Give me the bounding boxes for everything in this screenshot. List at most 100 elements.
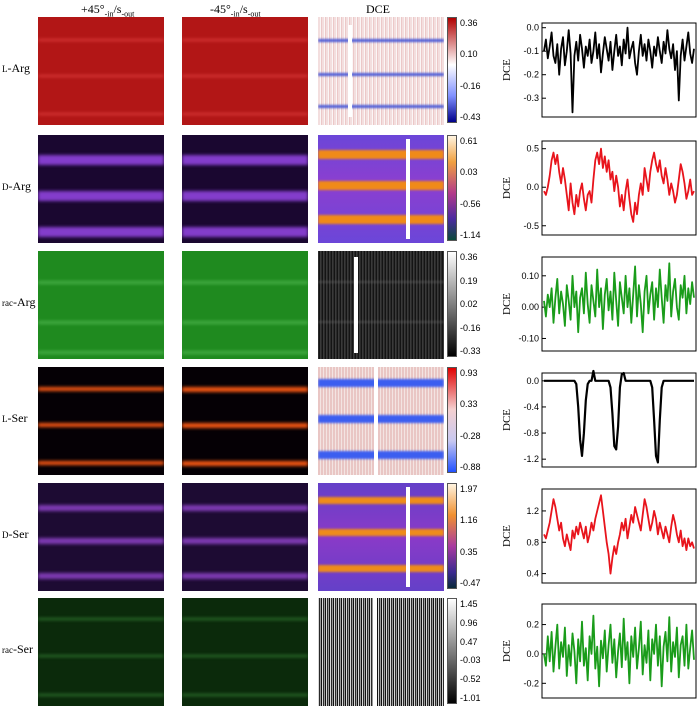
row-label-name: -Arg [7, 61, 30, 75]
line-profile-marker [374, 367, 378, 475]
y-tick-label: 0.8 [526, 537, 539, 547]
colorbar-tick-label: -0.88 [460, 462, 481, 472]
colorbar [447, 367, 457, 473]
line-profile-marker [354, 257, 358, 353]
panel-minus45 [182, 251, 308, 359]
row-label-name: -Arg [13, 295, 36, 309]
dce-stripe [318, 73, 444, 76]
intensity-stripe [38, 573, 164, 579]
panel-dce [318, 367, 444, 475]
plot-frame [541, 256, 697, 352]
intensity-stripe [182, 155, 308, 165]
colorbar-tick-label: 1.97 [460, 484, 478, 494]
panel-dce [318, 483, 444, 591]
colorbar-tick-label: -0.43 [460, 112, 481, 122]
line-plot-svg: 0.0 -0.1 -0.2 -0.3 DCE [501, 22, 697, 118]
series-line-d-arg [543, 147, 695, 223]
row-label: L-Ser [2, 411, 28, 426]
line-plot: 0.10 0.00 -0.10 DCE [500, 251, 700, 363]
y-tick-label: -0.4 [523, 402, 539, 412]
y-axis-label: DCE [501, 177, 513, 199]
dce-stripe [318, 497, 444, 504]
intensity-stripe [38, 387, 164, 391]
panel-plus45 [38, 17, 164, 125]
panel-dce [318, 251, 444, 359]
intensity-stripe [38, 321, 164, 324]
y-axis-label: DCE [501, 59, 513, 81]
row-label: rac-Arg [2, 295, 35, 310]
intensity-stripe [182, 39, 308, 41]
row-label: D-Ser [2, 527, 29, 542]
intensity-stripe [38, 538, 164, 544]
dce-stripe [318, 415, 444, 423]
intensity-stripe [38, 655, 164, 657]
intensity-stripe [182, 573, 308, 579]
colorbar-tick-label: -0.52 [460, 674, 481, 685]
intensity-stripe [38, 505, 164, 511]
colorbar-tick-label: 0.35 [460, 546, 478, 557]
y-tick-label: 0.0 [526, 182, 539, 192]
dce-stripe [318, 565, 444, 572]
dce-stripe [318, 379, 444, 387]
line-profile-marker [373, 598, 377, 706]
line-plot: 0.0 -0.1 -0.2 -0.3 DCE [500, 17, 700, 129]
intensity-stripe [182, 694, 308, 696]
intensity-stripe [182, 505, 308, 511]
panel-plus45 [38, 367, 164, 475]
line-plot-svg: 1.2 0.8 0.4 DCE [501, 488, 697, 584]
row-label-prefix: L [2, 414, 8, 424]
y-tick-label: -0.10 [518, 333, 539, 343]
colorbar-tick-label: -0.16 [460, 80, 481, 91]
panel-plus45 [38, 598, 164, 706]
intensity-stripe [182, 461, 308, 466]
dce-stripe [318, 215, 444, 224]
y-tick-label: 0.4 [526, 569, 539, 579]
panel-minus45 [182, 135, 308, 243]
panel-plus45 [38, 483, 164, 591]
intensity-stripe [38, 191, 164, 201]
y-tick-label: -0.2 [523, 678, 539, 688]
colorbar [447, 251, 457, 357]
dce-stripe [318, 39, 444, 42]
intensity-stripe [182, 281, 308, 284]
intensity-stripe [182, 113, 308, 115]
row-label-name: -Arg [8, 179, 31, 193]
y-axis-label: DCE [501, 409, 513, 431]
colorbar-tick-label: -1.01 [460, 693, 481, 703]
panel-dce [318, 598, 444, 706]
dce-stripe [318, 150, 444, 159]
colorbar-tick-label: 0.47 [460, 636, 478, 647]
line-plot-svg: 0.0 -0.4 -0.8 -1.2 DCE [501, 369, 697, 468]
y-tick-label: 0.0 [526, 376, 539, 386]
colorbar-tick-label: 0.36 [460, 18, 478, 28]
row-label-prefix: D [2, 182, 9, 192]
colorbar-tick-label: 0.61 [460, 136, 478, 146]
row-label: rac-Ser [2, 642, 33, 657]
y-axis-label: DCE [501, 525, 513, 547]
intensity-stripe [38, 75, 164, 77]
intensity-stripe [38, 281, 164, 284]
line-plot: 1.2 0.8 0.4 DCE [500, 483, 700, 595]
series-line-d-ser [543, 494, 695, 575]
y-tick-label: -1.2 [523, 454, 539, 464]
y-axis-label: DCE [501, 640, 513, 662]
intensity-stripe [182, 655, 308, 657]
panel-dce [318, 135, 444, 243]
plot-frame [541, 372, 697, 468]
colorbar [447, 483, 457, 589]
intensity-stripe [182, 387, 308, 392]
y-tick-label: -0.3 [523, 93, 539, 103]
dce-stripe [318, 321, 444, 323]
colorbar-tick-label: -0.33 [460, 346, 481, 356]
intensity-stripe [182, 191, 308, 201]
intensity-stripe [38, 351, 164, 354]
row-label-name: -Ser [8, 527, 29, 541]
y-tick-label: 0.2 [526, 620, 539, 630]
dce-stripe [318, 181, 444, 190]
plot-frame [541, 22, 697, 118]
dce-stripe [318, 281, 444, 283]
colorbar [447, 135, 457, 241]
row-label-prefix: rac [2, 645, 13, 655]
y-tick-label: 0.00 [521, 302, 539, 312]
colorbar-tick-label: 0.93 [460, 368, 478, 378]
